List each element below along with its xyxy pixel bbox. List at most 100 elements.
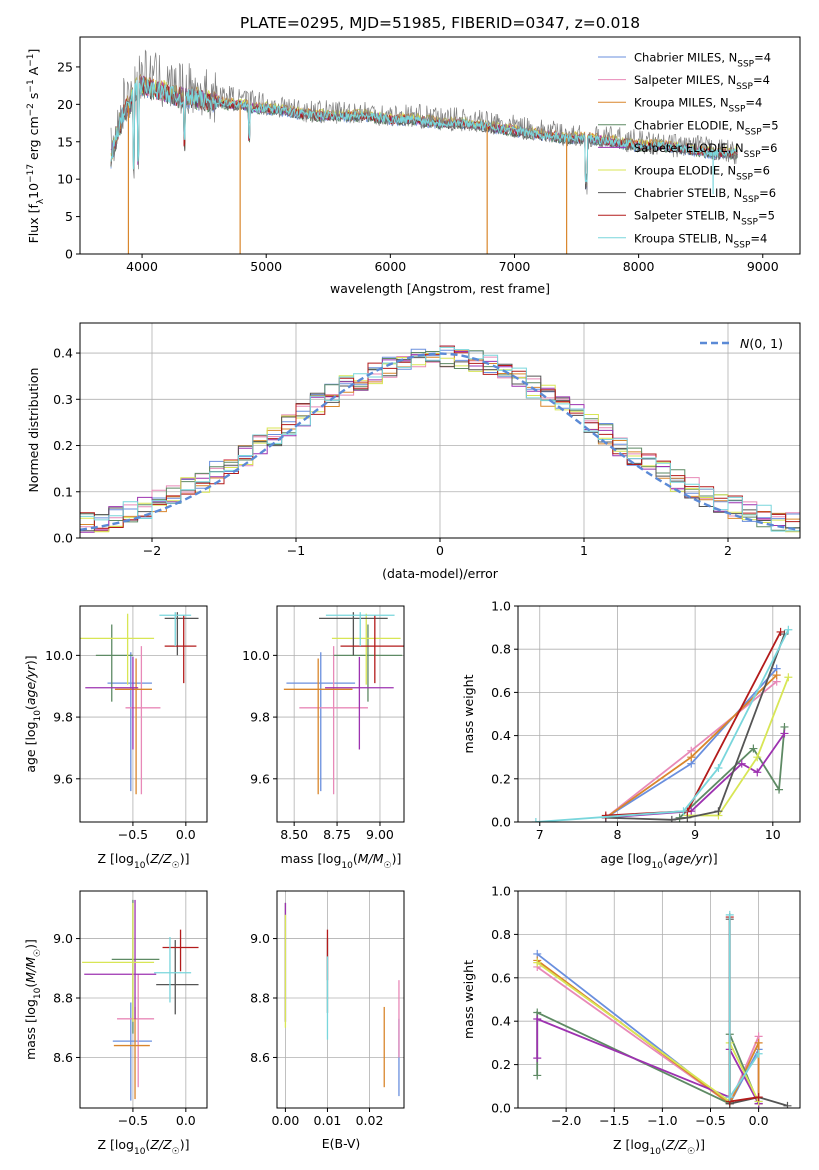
mass_vs_Z-frame: [79, 890, 208, 1109]
residuals-plot-area: [80, 345, 800, 534]
y-tick-label: 0: [65, 247, 73, 262]
y-axis-label: Flux [fλ10−17 erg cm−2 s−1 A−1]: [26, 49, 46, 244]
x-tick-label: 0.01: [314, 1113, 342, 1128]
mass_vs_ebv-axes: 0.00 0.01 0.02 8.6 8.8 9.0 E(B-V): [250, 890, 405, 1151]
x-tick-label: 0.00: [271, 1113, 299, 1128]
y-tick-label: 10: [57, 172, 73, 187]
weight-line: [536, 1017, 760, 1105]
legend-label: Salpeter STELIB, NSSP=5: [634, 209, 775, 228]
y-tick-label: 8.8: [53, 991, 73, 1006]
age_vs_Z-frame: [79, 605, 208, 823]
weight-marker: [737, 759, 746, 768]
y-tick-label: 1.0: [491, 599, 511, 614]
y-tick-label: 8.6: [53, 1050, 73, 1065]
y-tick-label: 9.8: [53, 710, 73, 725]
x-tick-label: 0.0: [176, 1113, 196, 1128]
spectrum-axes: 4000 5000 6000 7000 8000 9000 0 5 10 15 20 25 wavele…: [26, 36, 801, 296]
y-tick-label: 10.0: [242, 648, 270, 663]
y-axis-label: mass [log10(M/M☉)]: [23, 939, 43, 1060]
legend-label: Salpeter MILES, NSSP=4: [634, 73, 770, 92]
y-tick-label: 0.8: [491, 642, 511, 657]
age_vs_mass-frame: [276, 605, 405, 823]
y-tick-label: 0.3: [53, 392, 73, 407]
normal-curve: [80, 352, 800, 532]
weight-marker: [533, 958, 542, 967]
y-tick-label: 0.0: [491, 1101, 511, 1116]
weight-marker: [783, 1101, 792, 1108]
weight-marker: [754, 1038, 763, 1047]
y-tick-label: 15: [57, 134, 73, 149]
legend-label: Kroupa STELIB, NSSP=4: [634, 231, 767, 250]
x-tick-label: 7: [536, 827, 544, 842]
x-tick-label: −0.5: [695, 1113, 725, 1128]
weight-marker: [725, 910, 734, 919]
y-axis-label: mass weight: [461, 674, 476, 753]
x-tick-label: 8: [613, 827, 621, 842]
spectrum-frame: [79, 36, 801, 255]
x-tick-label: 8.50: [280, 827, 308, 842]
weight-marker: [533, 1054, 542, 1063]
weight-marker: [775, 785, 784, 794]
y-tick-label: 0.0: [491, 815, 511, 830]
weight-marker: [667, 815, 676, 822]
weight-marker: [725, 1093, 734, 1102]
y-tick-label: 9.6: [53, 771, 73, 786]
y-tick-label: 0.2: [491, 1057, 511, 1072]
x-tick-label: 10: [765, 827, 781, 842]
y-tick-label: 0.6: [491, 685, 511, 700]
age_vs_Z-axes: −0.5 0.0 9.6 9.8 10.0 Z [log10(Z/Z☉)] age [log…: [23, 605, 208, 871]
x-tick-label: −1.0: [647, 1113, 677, 1128]
mass_vs_Z-plot-area: [82, 899, 199, 1101]
x-axis-label: age [log10(age/yr)]: [600, 851, 717, 871]
y-tick-label: 0.2: [491, 771, 511, 786]
weight_vs_age-axes: 7 8 9 10 0.0 0.2 0.4 0.6 0.8 1.0 age [log10(age/yr…: [461, 599, 801, 871]
x-axis-label: wavelength [Angstrom, rest frame]: [330, 281, 550, 296]
x-tick-label: 0.0: [176, 827, 196, 842]
x-tick-label: 8.75: [323, 827, 351, 842]
age_vs_mass-plot-area: [283, 612, 404, 795]
x-tick-label: 6000: [374, 259, 406, 274]
y-tick-label: 0.6: [491, 970, 511, 985]
x-tick-label: −0.5: [118, 1113, 148, 1128]
weight-marker: [772, 671, 781, 680]
y-tick-label: 0.2: [53, 438, 73, 453]
x-axis-label: mass [log10(M/M☉)]: [281, 851, 402, 871]
x-tick-label: 9.00: [366, 827, 394, 842]
y-tick-label: 0.0: [53, 531, 73, 546]
y-tick-label: 25: [57, 59, 73, 74]
weight-marker: [714, 764, 723, 772]
x-tick-label: 1: [580, 543, 588, 558]
x-tick-label: 4000: [126, 259, 158, 274]
x-tick-label: 5000: [250, 259, 282, 274]
figure-title: PLATE=0295, MJD=51985, FIBERID=0347, z=0…: [240, 14, 640, 32]
y-tick-label: 9.0: [250, 931, 270, 946]
weight-line: [605, 667, 778, 819]
weight-marker: [754, 1093, 763, 1102]
weight-marker: [531, 818, 540, 822]
mass_vs_ebv-frame: [276, 890, 405, 1109]
weight_vs_Z-frame: [517, 890, 801, 1109]
y-axis-label: mass weight: [461, 960, 476, 1039]
mass_vs_Z-axes: −0.5 0.0 8.6 8.8 9.0 Z [log10(Z/Z☉)] mass [log…: [23, 890, 208, 1157]
model-spectrum-line: [110, 77, 738, 183]
y-tick-label: 0.4: [491, 1014, 511, 1029]
legend-label: Chabrier STELIB, NSSP=6: [634, 186, 776, 205]
legend-label: Salpeter ELODIE, NSSP=6: [634, 141, 777, 160]
x-tick-label: 8000: [623, 259, 655, 274]
y-tick-label: 5: [65, 209, 73, 224]
y-tick-label: 8.6: [250, 1050, 270, 1065]
x-axis-label: (data-model)/error: [382, 566, 499, 581]
x-tick-label: 9000: [747, 259, 779, 274]
x-tick-label: −0.5: [118, 827, 148, 842]
y-tick-label: 0.8: [491, 927, 511, 942]
x-tick-label: 2: [724, 543, 732, 558]
y-tick-label: 1.0: [491, 884, 511, 899]
weight-marker: [784, 673, 793, 682]
y-axis-label: age [log10(age/yr)]: [23, 655, 43, 772]
y-tick-label: 0.4: [53, 346, 73, 361]
legend-label: Chabrier MILES, NSSP=4: [634, 51, 771, 70]
x-tick-label: 9: [691, 827, 699, 842]
y-tick-label: 9.8: [250, 710, 270, 725]
weight-marker: [776, 627, 785, 636]
